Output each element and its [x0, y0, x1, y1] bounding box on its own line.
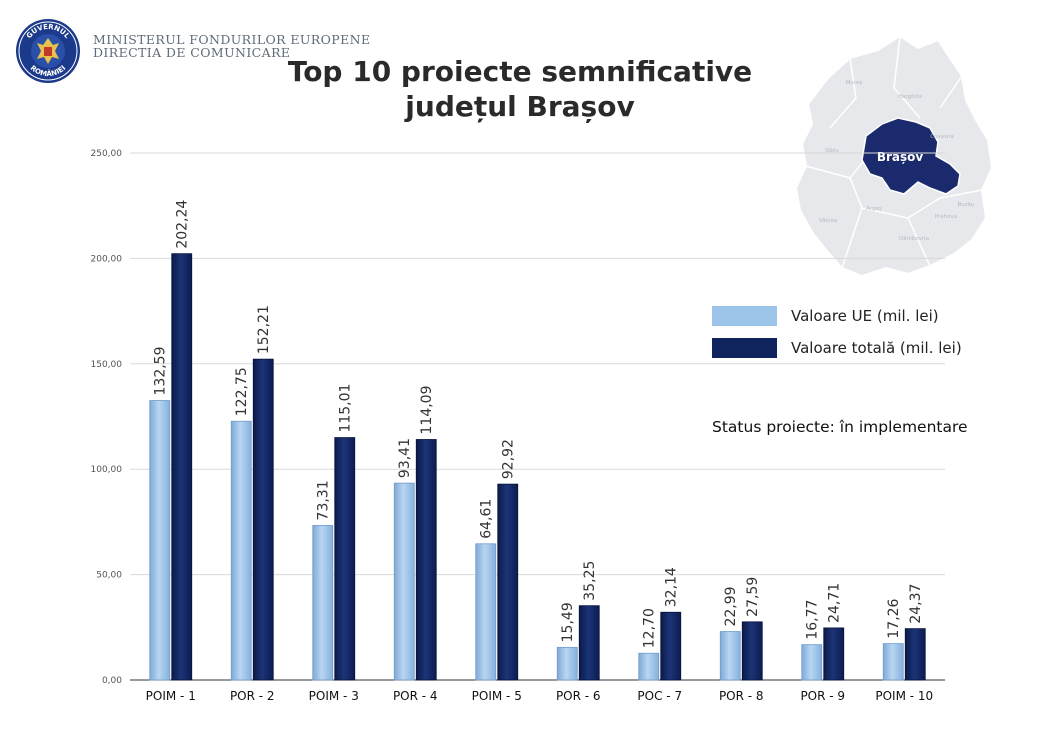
y-tick-label: 150,00 [91, 360, 123, 370]
x-tick-label: POR - 4 [393, 689, 438, 703]
data-label-total: 114,09 [419, 385, 435, 434]
data-label-total: 115,01 [338, 384, 354, 433]
map-label-mures: Mureș [846, 80, 863, 86]
legend-swatch-total [712, 338, 777, 358]
data-label-ue: 64,61 [479, 499, 495, 539]
map-label-buzau: Buzău [957, 202, 974, 208]
bar-ue [393, 482, 415, 681]
bar-ue [149, 400, 171, 681]
data-label-total: 32,14 [664, 567, 680, 607]
data-label-ue: 73,31 [316, 480, 332, 520]
bar-ue [801, 644, 823, 681]
bar-ue [882, 643, 904, 681]
x-tick-label: POC - 7 [637, 689, 682, 703]
data-label-ue: 93,41 [397, 438, 413, 478]
chart-title-line-1: Top 10 proiecte semnificative [287, 55, 753, 88]
legend-label-total: Valoare totală (mil. lei) [791, 339, 962, 357]
x-tick-label: POR - 9 [800, 689, 845, 703]
bar-total [578, 605, 600, 681]
bar-ue [230, 420, 252, 681]
chart-legend: Valoare UE (mil. lei) Valoare totală (mi… [712, 303, 962, 367]
data-label-ue: 12,70 [642, 608, 658, 648]
legend-swatch-ue [712, 306, 777, 326]
x-tick-label: POIM - 5 [472, 689, 522, 703]
map-label-sibiu: Sibiu [825, 148, 839, 154]
bar-ue [556, 646, 578, 681]
bar-total [904, 628, 926, 681]
data-label-ue: 122,75 [234, 367, 250, 416]
data-label-ue: 16,77 [805, 600, 821, 640]
x-tick-label: POIM - 3 [309, 689, 359, 703]
brasov-county-shape [861, 117, 961, 195]
map-label-harghita: Harghita [898, 94, 922, 100]
data-label-total: 24,37 [908, 584, 924, 624]
y-tick-label: 100,00 [91, 465, 123, 475]
map-label-dambovita: Dâmbovița [899, 235, 929, 242]
county-borders [805, 35, 983, 269]
data-label-total: 27,59 [745, 577, 761, 617]
chart-title: Top 10 proiecte semnificative județul Br… [260, 54, 780, 124]
bar-total [660, 611, 682, 681]
chart-title-line-2: județul Brașov [405, 90, 635, 123]
bar-ue [719, 631, 741, 681]
bar-total [415, 439, 437, 681]
org-line-1: Ministerul Fondurilor Europene [93, 32, 371, 47]
organization-name: Ministerul Fondurilor Europene Directia … [93, 33, 370, 59]
bar-total [252, 358, 274, 681]
government-logo-icon: GUVERNUL ROMÂNIEI [16, 19, 80, 83]
bar-total [334, 437, 356, 681]
x-tick-label: POIM - 10 [875, 689, 933, 703]
bar-total [497, 483, 519, 681]
data-label-ue: 22,99 [723, 586, 739, 626]
x-tick-label: POIM - 1 [146, 689, 196, 703]
map-label-prahova: Prahova [935, 214, 957, 220]
y-tick-label: 50,00 [96, 571, 122, 581]
data-label-total: 202,24 [175, 200, 191, 249]
data-label-ue: 17,26 [886, 598, 902, 638]
data-label-total: 24,71 [827, 583, 843, 623]
status-text: Status proiecte: în implementare [712, 418, 968, 436]
x-tick-label: POR - 2 [230, 689, 275, 703]
data-label-total: 152,21 [256, 305, 272, 354]
legend-label-ue: Valoare UE (mil. lei) [791, 307, 939, 325]
map-label-covasna: Covasna [930, 134, 954, 140]
org-line-2: Directia de comunicare [93, 45, 291, 60]
y-tick-label: 250,00 [91, 149, 123, 159]
map-label-valcea: Vâlcea [819, 217, 837, 224]
bar-total [823, 627, 845, 681]
bar-ue [475, 543, 497, 681]
data-label-total: 92,92 [501, 439, 517, 479]
x-tick-label: POR - 8 [719, 689, 764, 703]
bar-total [741, 621, 763, 681]
bar-ue [312, 525, 334, 681]
x-tick-label: POR - 6 [556, 689, 601, 703]
data-label-total: 35,25 [582, 561, 598, 601]
legend-item-total: Valoare totală (mil. lei) [712, 335, 962, 361]
legend-item-ue: Valoare UE (mil. lei) [712, 303, 962, 329]
y-tick-label: 200,00 [91, 254, 123, 264]
county-map: Brașov Mureș Harghita Covasna Sibiu Buză… [794, 34, 994, 278]
map-label-arges: Argeș [866, 206, 882, 212]
bar-total [171, 253, 193, 681]
bar-ue [638, 652, 660, 681]
data-label-ue: 132,59 [153, 347, 169, 396]
data-label-ue: 15,49 [560, 602, 576, 642]
y-tick-label: 0,00 [102, 676, 122, 686]
